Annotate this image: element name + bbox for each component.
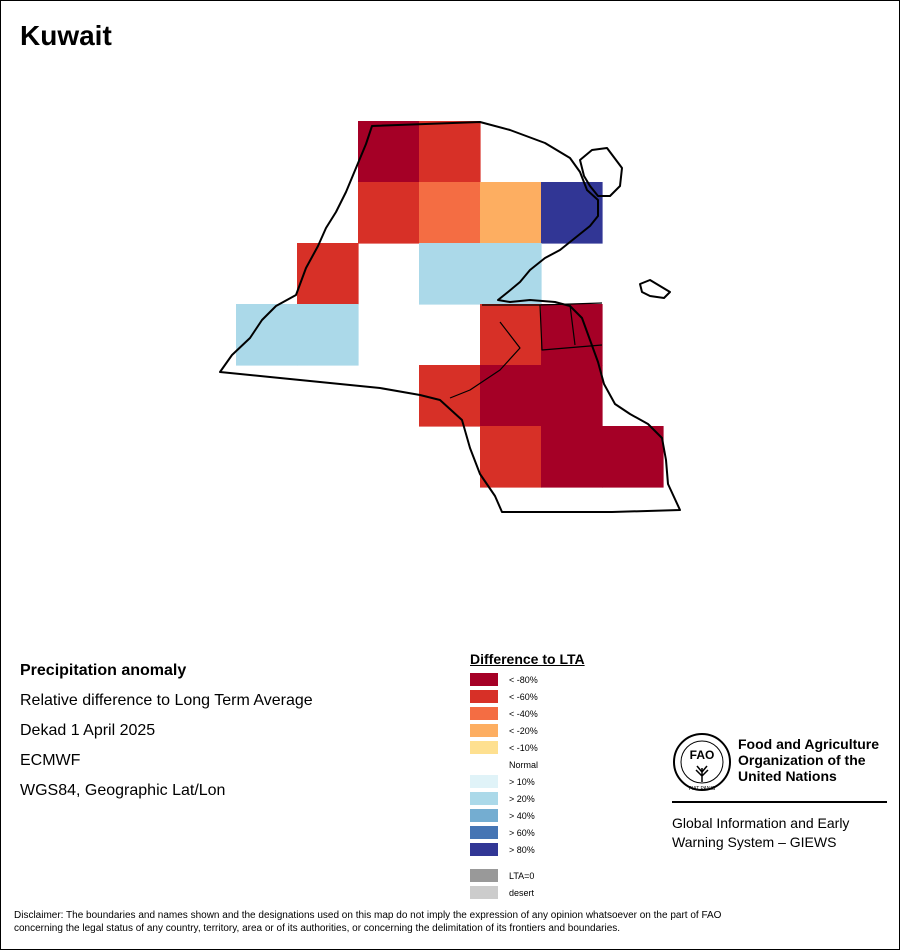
grid-cell (480, 304, 542, 366)
fao-logo-motto: FIAT PANIS (689, 786, 716, 792)
legend-item: > 10% (470, 773, 585, 790)
legend-label: Normal (509, 759, 539, 770)
failaka-island (639, 279, 671, 299)
grid-cell (541, 365, 603, 427)
info-subtitle: Relative difference to Long Term Average (20, 692, 313, 709)
legend-label: < -10% (509, 742, 538, 753)
disclaimer-line2: concerning the legal status of any count… (14, 923, 621, 934)
legend-label: > 40% (509, 810, 535, 821)
fao-name: Food and Agriculture Organization of the… (738, 736, 900, 784)
legend-item: > 80% (470, 841, 585, 858)
legend-swatch (470, 690, 498, 703)
grid-cell (297, 243, 359, 305)
fao-logo-icon: FAO FIAT PANIS (673, 733, 731, 792)
grid-cell (358, 182, 420, 244)
map-title: Kuwait (20, 20, 112, 51)
legend-swatch (470, 707, 498, 720)
grid-cell (602, 426, 664, 488)
fao-divider (672, 801, 887, 803)
legend-label: > 10% (509, 776, 535, 787)
legend-swatch (470, 775, 498, 788)
legend-item: Normal (470, 756, 585, 773)
grid-cell (541, 426, 603, 488)
legend-item: < -40% (470, 705, 585, 722)
fao-name-line2: Organization of the (738, 752, 866, 768)
giews-line1: Global Information and Early (672, 815, 850, 831)
map-info: Precipitation anomaly Relative differenc… (20, 656, 313, 806)
neutral-zone-line (482, 302, 603, 351)
legend-label: < -40% (509, 708, 538, 719)
legend-swatch (470, 724, 498, 737)
precipitation-map (219, 121, 681, 513)
info-source: ECMWF (20, 752, 81, 769)
legend-label: < -80% (509, 674, 538, 685)
info-title: Precipitation anomaly (20, 662, 187, 679)
grid-cell (480, 243, 542, 305)
grid-cell (480, 182, 542, 244)
grid-cell (419, 365, 481, 427)
info-period: Dekad 1 April 2025 (20, 722, 156, 739)
legend-label-desert: desert (509, 887, 535, 898)
legend-item: > 40% (470, 807, 585, 824)
legend-label: < -60% (509, 691, 538, 702)
grid-cell (480, 426, 542, 488)
giews-line2: Warning System – GIEWS (672, 834, 837, 850)
legend-swatch (470, 673, 498, 686)
grid-cell (358, 121, 420, 183)
giews-name: Global Information and Early Warning Sys… (672, 814, 900, 852)
grid-cell (236, 304, 298, 366)
legend-swatch (470, 809, 498, 822)
legend-items: < -80% < -60% < -40% < -20% < -10% Normal > 10… (470, 671, 585, 858)
legend-item-desert: desert (470, 884, 585, 901)
internal-line (449, 321, 521, 399)
legend-item: > 20% (470, 790, 585, 807)
kuwait-outline (219, 121, 681, 513)
legend-label: < -20% (509, 725, 538, 736)
legend-item: < -10% (470, 739, 585, 756)
legend-swatch (470, 826, 498, 839)
grid-cell (297, 304, 359, 366)
grid-cell (419, 182, 481, 244)
legend-swatch (470, 843, 498, 856)
grid-cell (419, 243, 481, 305)
disclaimer-line1: Disclaimer: The boundaries and names sho… (14, 910, 722, 921)
legend-swatch (470, 741, 498, 754)
legend-item-lta0: LTA=0 (470, 867, 585, 884)
country-boundary (219, 121, 681, 513)
grid-cell (480, 365, 542, 427)
legend-swatch (470, 792, 498, 805)
legend-item: < -20% (470, 722, 585, 739)
grid-cell (541, 304, 603, 366)
legend-item: < -80% (470, 671, 585, 688)
fao-name-line3: United Nations (738, 768, 837, 784)
legend-label: > 20% (509, 793, 535, 804)
legend-label: > 80% (509, 844, 535, 855)
legend-item: < -60% (470, 688, 585, 705)
anomaly-grid (236, 121, 664, 488)
legend-label-lta0: LTA=0 (509, 870, 535, 881)
fao-logo-text: FAO (690, 748, 715, 762)
legend-label: > 60% (509, 827, 535, 838)
legend-swatch-lta0 (470, 869, 498, 882)
grid-cell (419, 121, 481, 183)
legend-title: Difference to LTA (470, 651, 585, 667)
bubiyan-island (579, 147, 623, 197)
legend-swatch-desert (470, 886, 498, 899)
legend-item: > 60% (470, 824, 585, 841)
info-projection: WGS84, Geographic Lat/Lon (20, 782, 226, 799)
grid-cell (541, 182, 603, 244)
legend: Difference to LTA < -80% < -60% < -40% < -2… (470, 651, 585, 901)
disclaimer: Disclaimer: The boundaries and names sho… (14, 909, 889, 935)
fao-name-line1: Food and Agriculture (738, 736, 880, 752)
